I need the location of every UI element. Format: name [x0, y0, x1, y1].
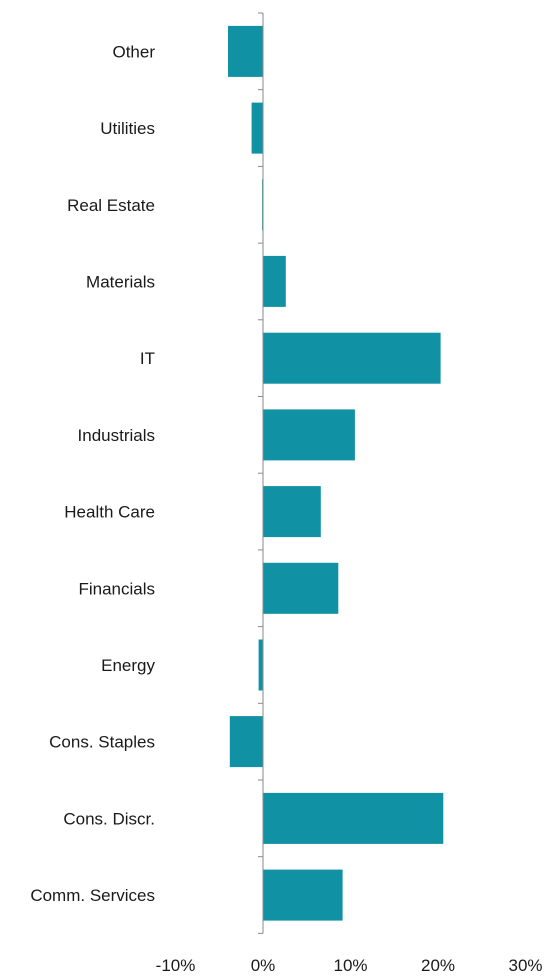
bar-industrials — [263, 409, 355, 461]
x-tick-label: 20% — [421, 956, 455, 975]
bar-other — [228, 25, 263, 77]
category-label: Health Care — [64, 503, 155, 522]
x-tick-label: 30% — [508, 956, 542, 975]
bar-energy — [258, 639, 263, 691]
category-label: Other — [112, 42, 155, 61]
bar-health-care — [263, 486, 321, 538]
category-label: Comm. Services — [30, 886, 155, 905]
bar-cons-staples — [229, 716, 264, 768]
category-label: Cons. Staples — [49, 733, 155, 752]
bar-financials — [263, 562, 339, 614]
x-tick-label: -10% — [156, 956, 196, 975]
category-label: Industrials — [78, 426, 155, 445]
x-tick-labels: -10% 0% 10% 20% 30% — [156, 956, 543, 975]
x-tick-label: 10% — [333, 956, 367, 975]
bar-it — [263, 332, 441, 384]
zero-axis — [258, 12, 264, 934]
bar-cons-discr — [263, 792, 444, 844]
category-label: Cons. Discr. — [63, 809, 155, 828]
category-label: Utilities — [100, 119, 155, 138]
category-labels: Other Utilities Real Estate Materials IT Indu… — [30, 42, 155, 905]
category-label: Materials — [86, 272, 155, 291]
bars-group — [228, 25, 444, 921]
category-label: Energy — [101, 656, 155, 675]
category-label: IT — [140, 349, 155, 368]
bar-comm-services — [263, 869, 343, 921]
category-label: Financials — [78, 579, 155, 598]
x-tick-label: 0% — [251, 956, 276, 975]
category-label: Real Estate — [67, 196, 155, 215]
bar-utilities — [251, 102, 263, 154]
bar-materials — [263, 255, 286, 307]
